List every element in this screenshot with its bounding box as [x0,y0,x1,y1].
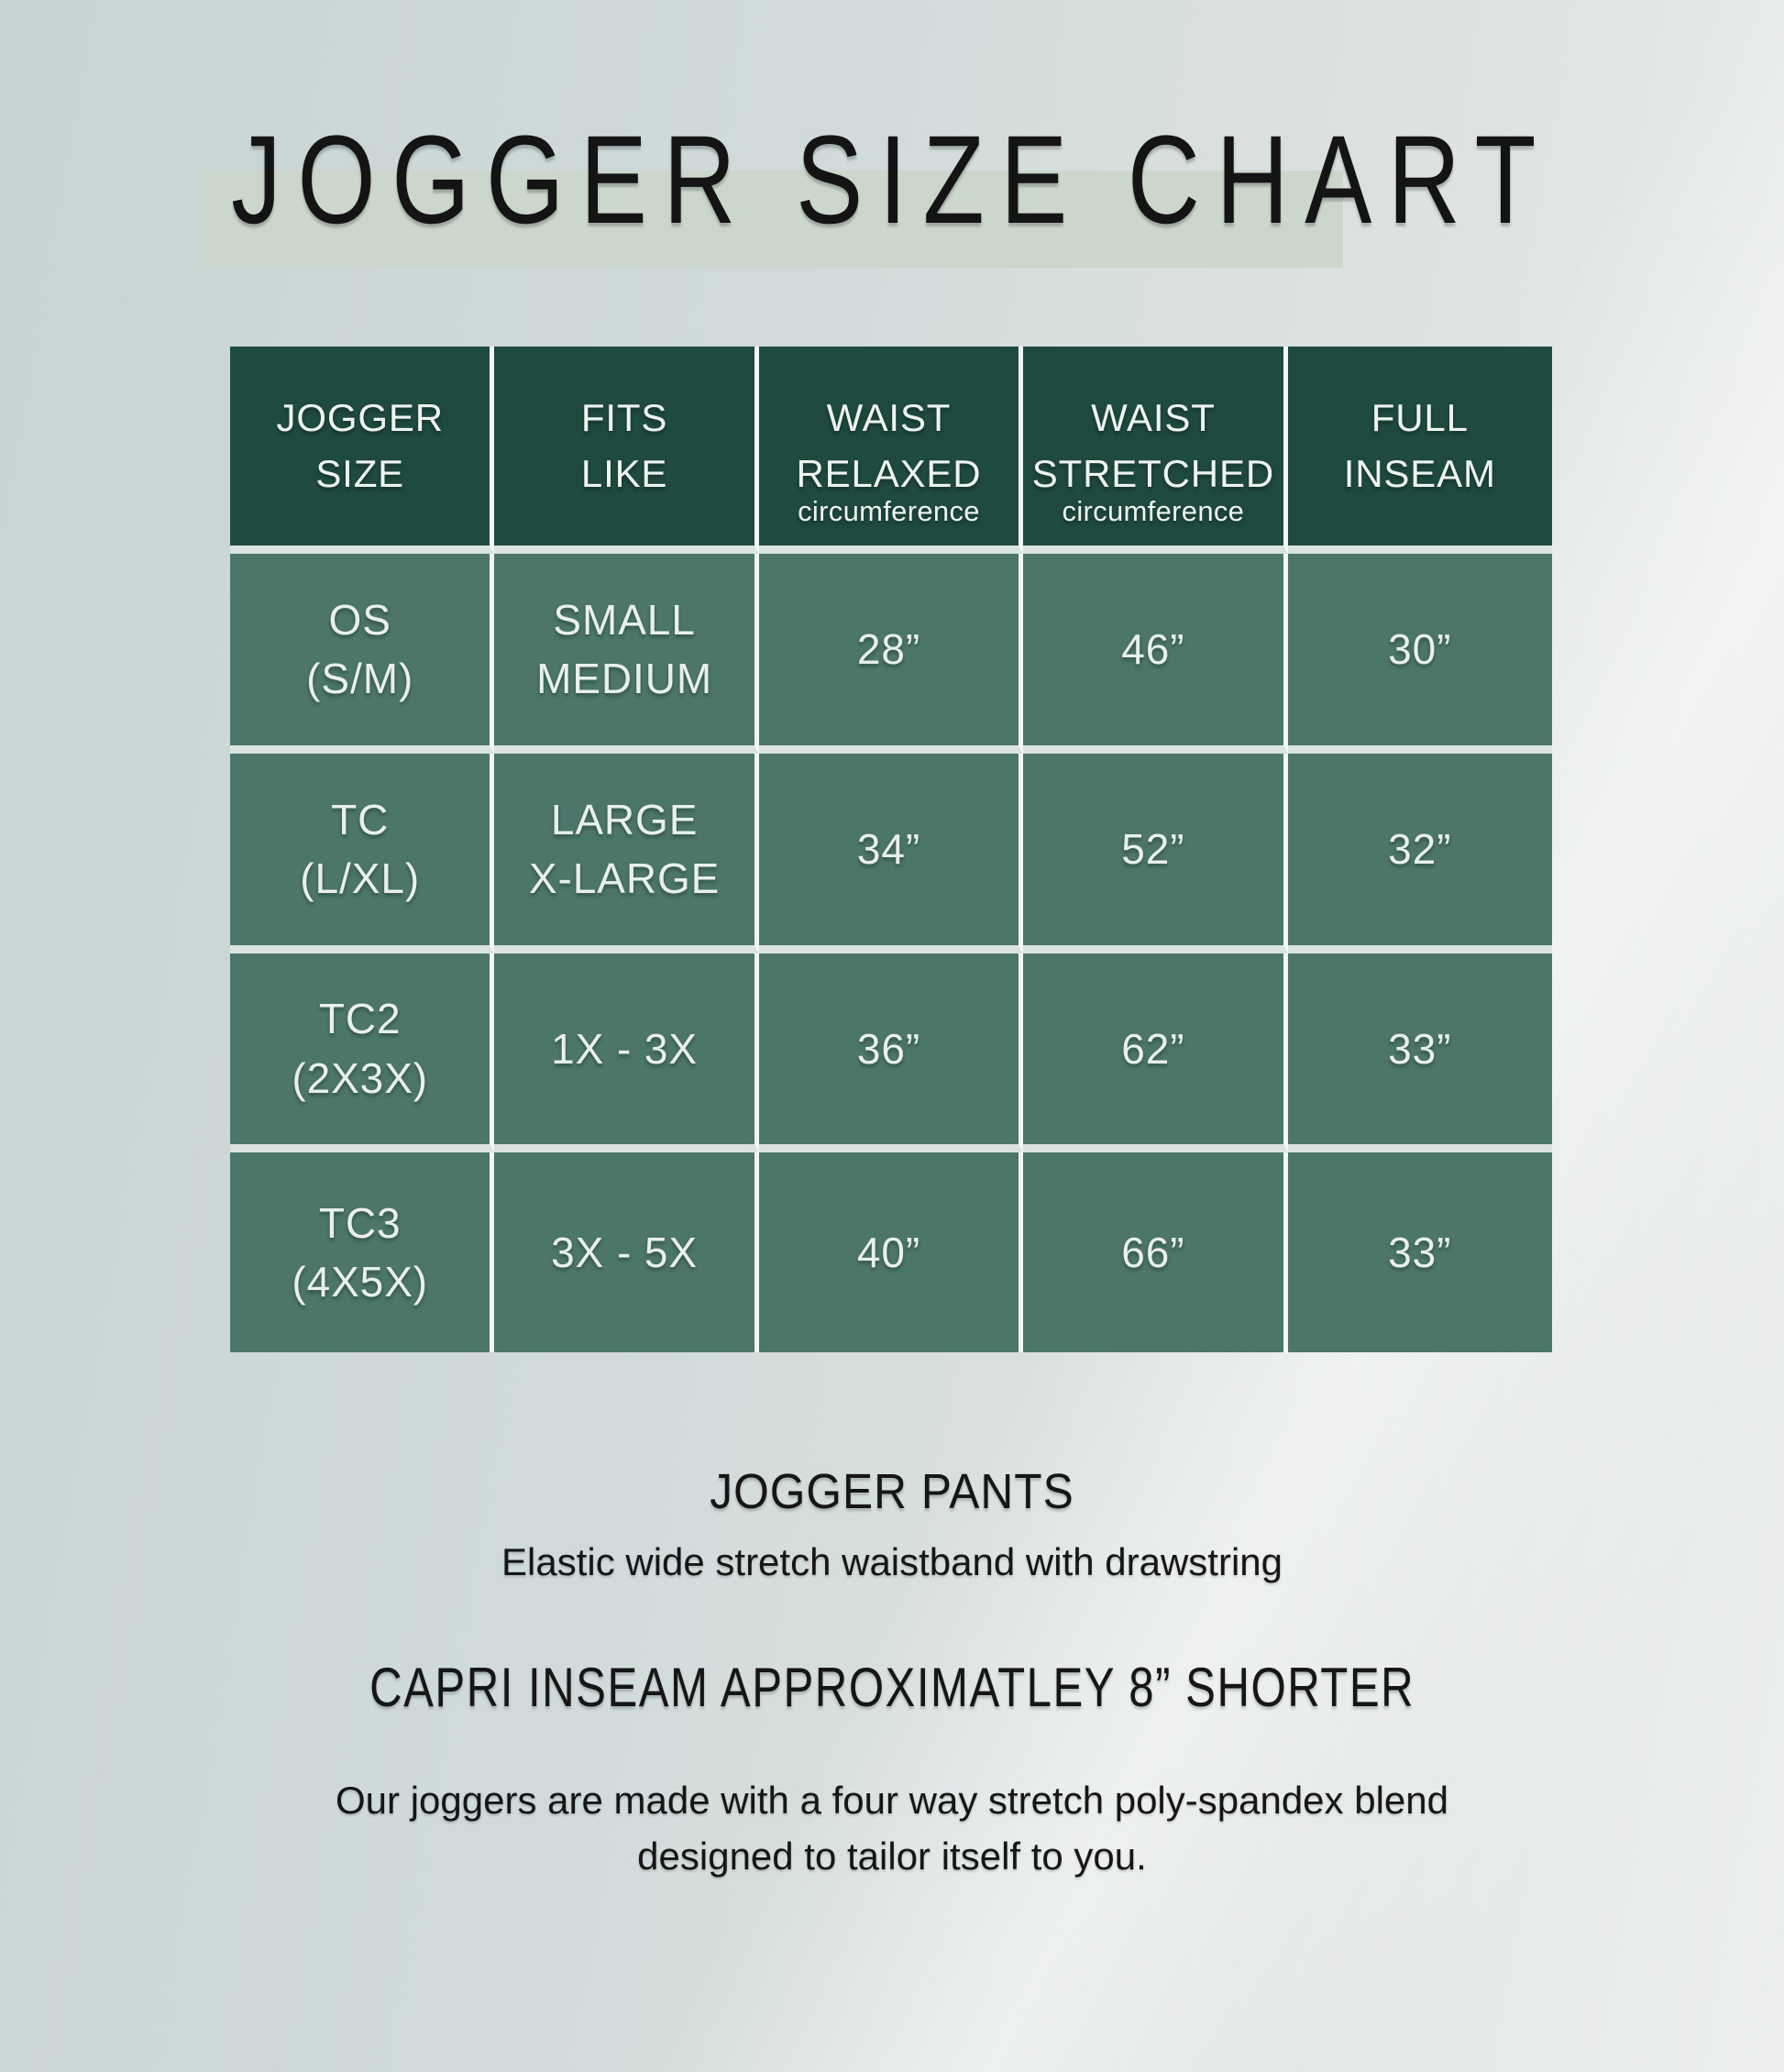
size-table: JOGGER SIZE FITS LIKE WAIST RELAXED circumfere… [230,347,1552,1352]
capri-inseam-note: CAPRI INSEAM APPROXIMATLEY 8” SHORTER [0,1656,1784,1719]
cell-waist-stretched: 46” [1023,554,1288,754]
cell-full-inseam: 33” [1287,1152,1552,1352]
cell-full-inseam: 33” [1287,953,1552,1153]
cell-line: MEDIUM [536,655,713,703]
cell-line: 33” [1388,1228,1452,1276]
cell-line: 30” [1388,625,1452,674]
cell-line: (L/XL) [300,854,421,903]
page-title-text: JOGGER SIZE CHART [231,110,1553,250]
header-label: JOGGER SIZE [276,395,444,495]
header-cell-jogger-size: JOGGER SIZE [230,347,495,554]
cell-line: 28” [856,625,921,674]
jogger-pants-heading: JOGGER PANTS [0,1463,1784,1520]
jogger-pants-heading-text: JOGGER PANTS [710,1464,1074,1519]
cell-line: 34” [856,824,921,873]
header-sublabel: circumference [798,495,980,527]
cell-line: (4X5X) [292,1258,429,1306]
header-label: FITS LIKE [580,395,668,495]
cell-line: 32” [1388,824,1452,873]
cell-line: 36” [856,1024,921,1073]
title-highlight-band [202,171,1343,268]
cell-line: (S/M) [306,655,414,703]
cell-line: TC [331,795,390,843]
fabric-description-line2: designed to tailor itself to you. [637,1834,1147,1878]
cell-line: 1X - 3X [551,1024,699,1073]
cell-line: X-LARGE [528,854,721,903]
header-cell-fits-like: FITS LIKE [494,347,759,554]
header-sublabel: circumference [1062,495,1245,527]
waistband-note: Elastic wide stretch waistband with draw… [501,1540,1283,1583]
cell-waist-relaxed: 28” [758,554,1024,754]
cell-line: 66” [1121,1228,1185,1276]
cell-line: OS [328,595,391,644]
cell-waist-stretched: 52” [1023,753,1288,953]
cell-jogger-size: TC (L/XL) [230,753,495,953]
cell-line: 46” [1121,625,1185,674]
cell-line: 40” [856,1228,921,1276]
cell-line: LARGE [550,795,699,843]
cell-jogger-size: TC3 (4X5X) [230,1152,495,1352]
header-cell-full-inseam: FULL INSEAM [1287,347,1552,554]
cell-full-inseam: 30” [1287,554,1552,754]
cell-fits-like: 1X - 3X [494,953,759,1153]
cell-waist-relaxed: 36” [758,953,1024,1153]
cell-line: (2X3X) [292,1053,429,1102]
cell-waist-relaxed: 34” [758,753,1024,953]
cell-line: 52” [1121,824,1185,873]
cell-waist-stretched: 66” [1023,1152,1288,1352]
cell-line: 62” [1121,1024,1185,1073]
cell-line: TC2 [318,995,402,1043]
cell-jogger-size: OS (S/M) [230,554,495,754]
cell-line: SMALL [553,595,696,644]
cell-line: TC3 [318,1198,402,1247]
cell-fits-like: LARGE X-LARGE [494,753,759,953]
fabric-description: Our joggers are made with a four way str… [0,1773,1784,1885]
header-cell-waist-relaxed: WAIST RELAXED circumference [758,347,1024,554]
header-label: WAIST RELAXED [796,395,982,495]
cell-line: 3X - 5X [551,1228,699,1276]
cell-fits-like: SMALL MEDIUM [494,554,759,754]
header-label: FULL INSEAM [1343,395,1496,495]
cell-fits-like: 3X - 5X [494,1152,759,1352]
cell-full-inseam: 32” [1287,753,1552,953]
cell-waist-stretched: 62” [1023,953,1288,1153]
cell-line: 33” [1388,1024,1452,1073]
header-label: WAIST STRETCHED [1031,395,1275,495]
header-cell-waist-stretched: WAIST STRETCHED circumference [1023,347,1288,554]
cell-waist-relaxed: 40” [758,1152,1024,1352]
fabric-description-line1: Our joggers are made with a four way str… [336,1779,1448,1822]
cell-jogger-size: TC2 (2X3X) [230,953,495,1153]
capri-inseam-note-text: CAPRI INSEAM APPROXIMATLEY 8” SHORTER [369,1657,1415,1718]
page-title: JOGGER SIZE CHART [0,117,1784,243]
